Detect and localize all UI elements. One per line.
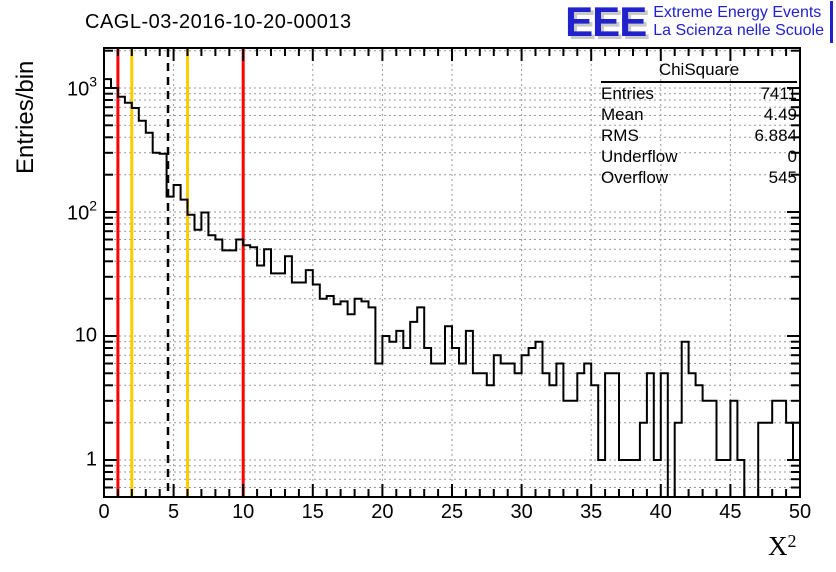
stats-row-label: Entries <box>601 84 654 103</box>
x-tick-label: 45 <box>719 501 742 523</box>
eee-logo: EEE Extreme Energy Events La Scienza nel… <box>565 1 833 43</box>
stats-row-label: Underflow <box>601 147 678 166</box>
x-tick-label: 50 <box>788 501 812 523</box>
y-tick-label: 10 <box>74 324 97 347</box>
x-tick-label: 20 <box>371 501 394 523</box>
y-tick-label: 1 <box>85 448 97 471</box>
x-tick-label: 25 <box>440 501 464 523</box>
stats-box-rows: Entries 7411 Mean 4.49 RMS 6.884 Underflow 0 Ove… <box>601 83 797 188</box>
eee-logo-line2: La Scienza nelle Scuole <box>653 22 824 39</box>
y-tick-label: 103 <box>66 73 97 101</box>
y-tick-label: 102 <box>66 197 97 225</box>
stats-row-value: 4.49 <box>763 105 797 124</box>
x-axis-title: X2 <box>768 529 797 562</box>
x-tick-label: 10 <box>232 501 255 523</box>
x-tick-label: 40 <box>649 501 672 523</box>
y-axis-title: Entries/bin <box>12 60 39 174</box>
stats-row-label: RMS <box>601 126 639 145</box>
x-axis-title-exponent: 2 <box>787 531 797 551</box>
stats-row-label: Mean <box>601 105 644 124</box>
stats-row: RMS 6.884 <box>601 125 797 146</box>
x-tick-label: 0 <box>98 501 110 523</box>
eee-logo-line1: Extreme Energy Events <box>653 4 822 21</box>
stats-row: Underflow 0 <box>601 146 797 167</box>
stats-row-value: 545 <box>768 168 797 187</box>
stats-box: ChiSquare Entries 7411 Mean 4.49 RMS 6.884 Und… <box>601 60 797 188</box>
stats-row-value: 0 <box>787 147 797 166</box>
stats-row-value: 7411 <box>760 84 797 103</box>
stats-row: Overflow 545 <box>601 167 797 188</box>
stats-row-label: Overflow <box>601 168 669 187</box>
x-tick-label: 15 <box>301 501 324 523</box>
x-tick-label: 5 <box>168 501 180 523</box>
stats-row-value: 6.884 <box>754 126 797 145</box>
plot-title: CAGL-03-2016-10-20-00013 <box>85 11 352 33</box>
stats-box-title: ChiSquare <box>601 60 797 83</box>
stats-row: Entries 7411 <box>601 83 797 104</box>
eee-logo-letters: EEE <box>565 0 647 45</box>
stats-row: Mean 4.49 <box>601 104 797 125</box>
x-tick-label: 30 <box>510 501 533 523</box>
x-tick-label: 35 <box>580 501 603 523</box>
x-axis-title-base: X <box>768 531 788 561</box>
eee-logo-text: Extreme Energy Events La Scienza nelle S… <box>653 4 824 40</box>
